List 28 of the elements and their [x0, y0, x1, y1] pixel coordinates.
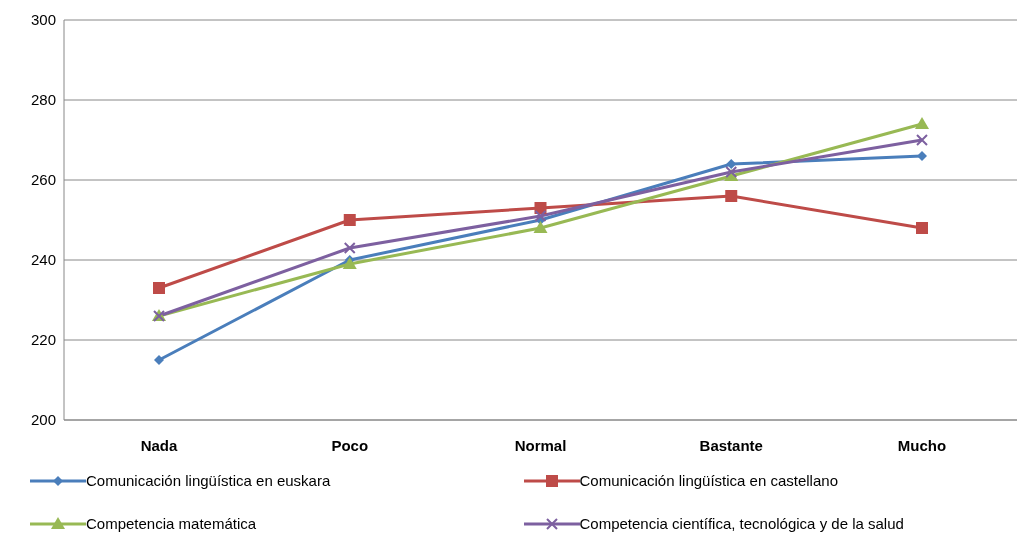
point	[343, 242, 356, 254]
x-tick-label: Poco	[331, 436, 369, 454]
point	[153, 282, 165, 294]
point	[915, 117, 929, 129]
legend-label: Comunicación lingüística en euskara	[86, 472, 331, 489]
x-tick-label: Normal	[514, 436, 567, 454]
point	[534, 210, 547, 222]
legend-label: Comunicación lingüística en castellano	[579, 472, 838, 489]
legend-label: Competencia matemática	[86, 515, 257, 532]
y-tick-label: 300	[30, 11, 56, 29]
x-tick-label: Nada	[140, 436, 178, 454]
point	[725, 190, 738, 202]
point	[534, 202, 547, 214]
x-tick-label: Bastante	[699, 436, 763, 454]
legend-label: Competencia científica, tecnológica y de la salud	[579, 515, 904, 532]
y-tick-label: 220	[30, 331, 56, 349]
point	[916, 222, 928, 234]
y-tick-label: 280	[30, 91, 56, 109]
x-tick-label: Mucho	[897, 436, 947, 454]
point	[917, 151, 927, 161]
point	[154, 355, 164, 365]
y-tick-label: 260	[30, 171, 56, 189]
y-tick-label: 200	[30, 411, 56, 429]
point	[916, 134, 928, 146]
point	[533, 221, 548, 233]
y-tick-label: 240	[30, 251, 56, 269]
point	[342, 257, 357, 269]
point	[343, 214, 356, 226]
